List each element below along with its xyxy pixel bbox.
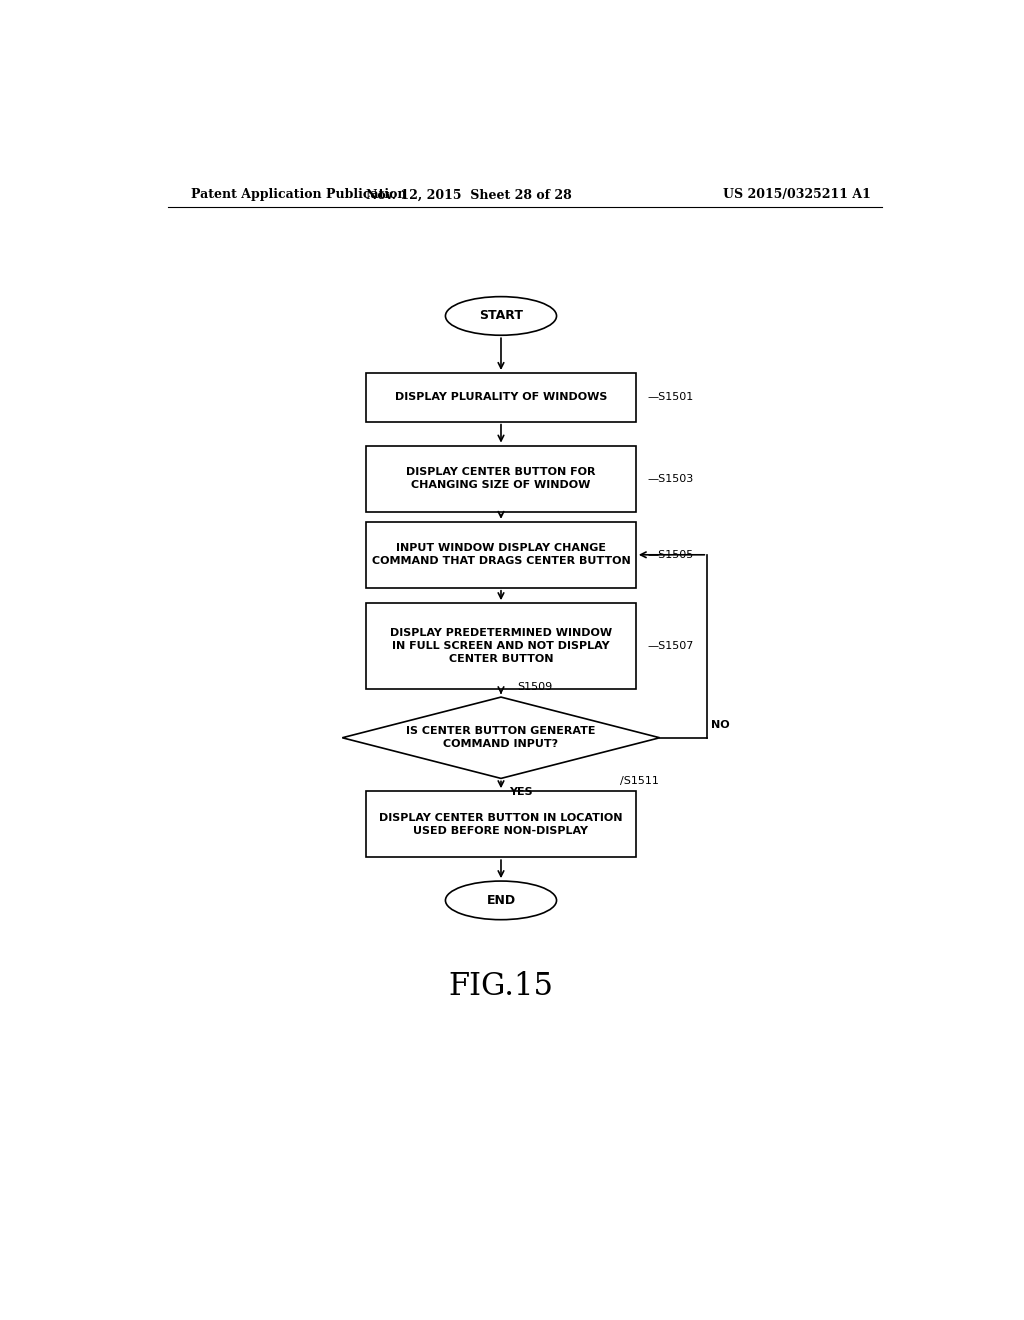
Polygon shape bbox=[342, 697, 659, 779]
Text: Nov. 12, 2015  Sheet 28 of 28: Nov. 12, 2015 Sheet 28 of 28 bbox=[367, 189, 572, 202]
Text: —S1501: —S1501 bbox=[648, 392, 694, 403]
Text: US 2015/0325211 A1: US 2015/0325211 A1 bbox=[723, 189, 871, 202]
FancyBboxPatch shape bbox=[366, 446, 636, 512]
Text: INPUT WINDOW DISPLAY CHANGE
COMMAND THAT DRAGS CENTER BUTTON: INPUT WINDOW DISPLAY CHANGE COMMAND THAT… bbox=[372, 544, 631, 566]
Text: YES: YES bbox=[509, 787, 532, 796]
Text: DISPLAY CENTER BUTTON FOR
CHANGING SIZE OF WINDOW: DISPLAY CENTER BUTTON FOR CHANGING SIZE … bbox=[407, 467, 596, 490]
FancyBboxPatch shape bbox=[366, 603, 636, 689]
Text: NO: NO bbox=[712, 719, 730, 730]
Text: DISPLAY CENTER BUTTON IN LOCATION
USED BEFORE NON-DISPLAY: DISPLAY CENTER BUTTON IN LOCATION USED B… bbox=[379, 813, 623, 836]
Text: —S1503: —S1503 bbox=[648, 474, 694, 483]
Text: —S1507: —S1507 bbox=[648, 642, 694, 651]
Text: S1509: S1509 bbox=[517, 682, 552, 692]
Text: FIG.15: FIG.15 bbox=[449, 972, 554, 1002]
Text: /S1511: /S1511 bbox=[620, 776, 658, 785]
Text: IS CENTER BUTTON GENERATE
COMMAND INPUT?: IS CENTER BUTTON GENERATE COMMAND INPUT? bbox=[407, 726, 596, 750]
Text: DISPLAY PREDETERMINED WINDOW
IN FULL SCREEN AND NOT DISPLAY
CENTER BUTTON: DISPLAY PREDETERMINED WINDOW IN FULL SCR… bbox=[390, 628, 612, 664]
Text: Patent Application Publication: Patent Application Publication bbox=[191, 189, 407, 202]
FancyBboxPatch shape bbox=[366, 521, 636, 587]
Text: END: END bbox=[486, 894, 515, 907]
FancyBboxPatch shape bbox=[366, 372, 636, 421]
Ellipse shape bbox=[445, 297, 557, 335]
Text: —S1505: —S1505 bbox=[648, 550, 694, 560]
Text: DISPLAY PLURALITY OF WINDOWS: DISPLAY PLURALITY OF WINDOWS bbox=[395, 392, 607, 403]
Ellipse shape bbox=[445, 880, 557, 920]
Text: START: START bbox=[479, 309, 523, 322]
FancyBboxPatch shape bbox=[366, 791, 636, 857]
